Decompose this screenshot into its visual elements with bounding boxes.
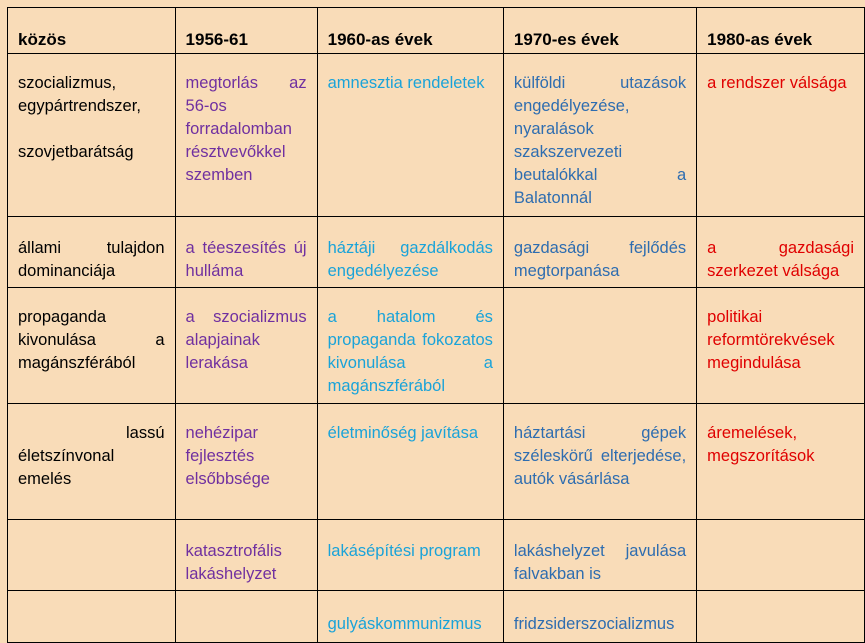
- cell-1980s: a rendszer válsága: [696, 53, 865, 217]
- common-line: szovjetbarátság: [18, 143, 134, 161]
- cell-common: szocializmus, egypártrendszer, szovjetba…: [7, 53, 176, 217]
- cell-1960s: a hatalom és propaganda fokozatos kivonu…: [316, 287, 504, 404]
- cell-common: lassú életszínvonal emelés: [7, 403, 176, 520]
- cell-1970s: lakáshelyzet javulása falvakban is: [502, 519, 698, 591]
- cell-common: [7, 519, 176, 591]
- cell-1970s: fridzsiderszocializmus: [502, 590, 698, 643]
- cell-1960s: háztáji gazdálkodás engedélyezése: [316, 216, 504, 288]
- cell-1980s: áremelések, megszorítások: [696, 403, 865, 520]
- table-row: állami tulajdon dominanciája a téeszesít…: [7, 216, 865, 288]
- header-common: közös: [7, 7, 176, 54]
- cell-1960s: gulyáskommunizmus: [316, 590, 504, 643]
- cell-1956-61: [174, 590, 318, 643]
- header-1956-61: 1956-61: [174, 7, 318, 54]
- cell-common: propaganda kivonulása a magánszférából: [7, 287, 176, 404]
- cell-1956-61: megtorlás az 56-os forradalomban résztve…: [174, 53, 318, 217]
- cell-1956-61: a téeszesítés új hulláma: [174, 216, 318, 288]
- header-1960s: 1960-as évek: [316, 7, 504, 54]
- header-1970s: 1970-es évek: [502, 7, 698, 54]
- common-text: lassú életszínvonal emelés: [18, 424, 165, 488]
- cell-1970s: háztartási gépek széleskörű elterjedése,…: [502, 403, 698, 520]
- cell-common: [7, 590, 176, 643]
- cell-1956-61: a szocializmus alapjainak lerakása: [174, 287, 318, 404]
- table-row: gulyáskommunizmus fridzsiderszocializmus: [7, 590, 865, 643]
- cell-1960s: amnesztia rendeletek: [316, 53, 504, 217]
- cell-1970s: [502, 287, 698, 404]
- cell-1980s: [696, 519, 865, 591]
- header-row: közös 1956-61 1960-as évek 1970-es évek …: [7, 7, 865, 54]
- cell-1960s: életminőség javítása: [316, 403, 504, 520]
- cell-1970s: külföldi utazások engedélyezése, nyaralá…: [502, 53, 698, 217]
- cell-1956-61: katasztrofális lakáshelyzet: [174, 519, 318, 591]
- table-row: katasztrofális lakáshelyzet lakásépítési…: [7, 519, 865, 591]
- cell-1970s: gazdasági fejlődés megtorpanása: [502, 216, 698, 288]
- common-line: egypártrendszer,: [18, 97, 141, 115]
- cell-1980s: politikai reformtörekvések megindulása: [696, 287, 865, 404]
- cell-1960s: lakásépítési program: [316, 519, 504, 591]
- cell-1980s: [696, 590, 865, 643]
- cell-1956-61: nehézipar fejlesztés elsőbbsége: [174, 403, 318, 520]
- table-row: szocializmus, egypártrendszer, szovjetba…: [7, 53, 865, 217]
- cell-common: állami tulajdon dominanciája: [7, 216, 176, 288]
- table-row: lassú életszínvonal emelés nehézipar fej…: [7, 403, 865, 520]
- header-1980s: 1980-as évek: [696, 7, 865, 54]
- common-line: szocializmus,: [18, 74, 117, 92]
- cell-1980s: a gazdasági szerkezet válsága: [696, 216, 865, 288]
- comparison-table: közös 1956-61 1960-as évek 1970-es évek …: [7, 7, 865, 643]
- table-row: propaganda kivonulása a magánszférából a…: [7, 287, 865, 404]
- common-line: [18, 118, 165, 141]
